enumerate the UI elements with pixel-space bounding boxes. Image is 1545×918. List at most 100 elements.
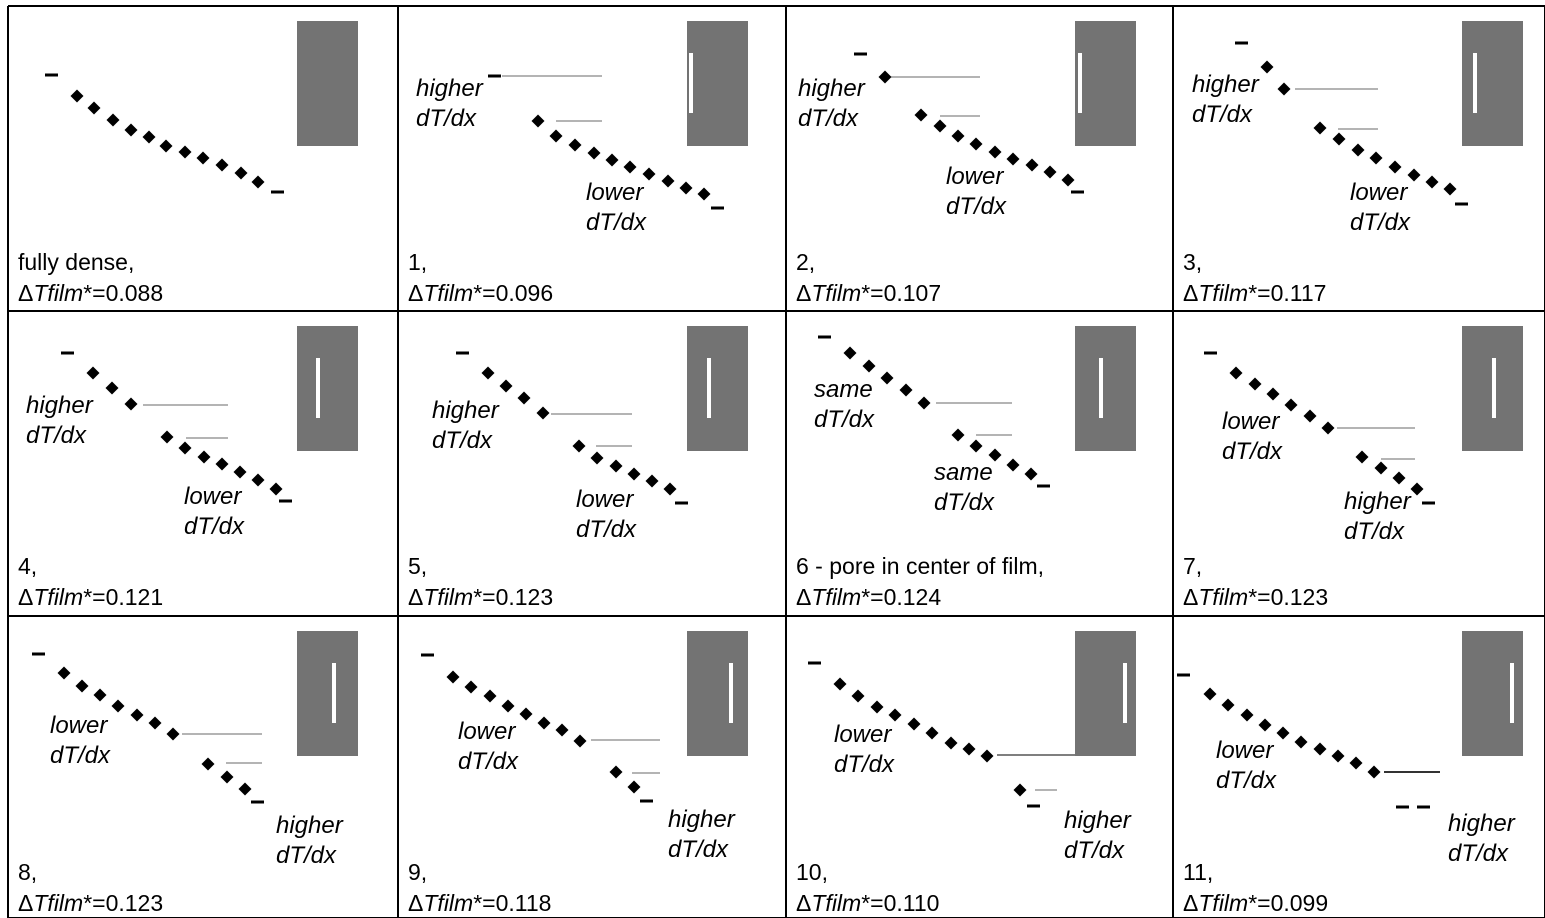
- temperature-point: [1313, 742, 1327, 756]
- annotation-upper: lower dT/dx: [458, 718, 519, 775]
- temperature-point: [159, 139, 173, 153]
- film-block: [297, 326, 358, 451]
- temperature-marker-end: [1071, 190, 1084, 194]
- delta-symbol: Δ: [796, 890, 811, 916]
- grid-lines: [7, 5, 1545, 918]
- delta-t-value: =0.118: [482, 890, 551, 916]
- annotation-upper-line1: lower: [50, 712, 108, 739]
- annotation-upper: higher dT/dx: [432, 397, 500, 454]
- temperature-point: [697, 187, 711, 201]
- temperature-point: [1355, 450, 1369, 464]
- temperature-point: [870, 700, 884, 714]
- delta-t-film-value: ΔTfilm*=0.088: [18, 280, 163, 306]
- delta-symbol: Δ: [1183, 280, 1198, 306]
- temperature-marker-start: [854, 52, 867, 56]
- star-symbol: *: [473, 584, 482, 610]
- delta-symbol: Δ: [1183, 584, 1198, 610]
- temperature-point: [568, 138, 582, 152]
- delta-symbol: Δ: [408, 584, 423, 610]
- temperature-point: [925, 726, 939, 740]
- delta-t-film-value: ΔTfilm*=0.123: [18, 890, 163, 916]
- temperature-marker-end: [1422, 501, 1435, 505]
- panel-caption: 1,: [408, 249, 427, 275]
- temperature-point: [1258, 718, 1272, 732]
- temperature-point: [70, 89, 84, 103]
- temperature-marker-end: [640, 799, 653, 803]
- temperature-point: [1260, 60, 1274, 74]
- temperature-point: [1388, 160, 1402, 174]
- panel-0: fully dense, ΔTfilm*=0.088: [18, 21, 358, 306]
- annotation-upper-line2: dT/dx: [432, 427, 493, 454]
- temperature-point: [833, 677, 847, 691]
- temperature-point: [951, 129, 965, 143]
- temperature-marker-start: [1204, 351, 1217, 355]
- annotation-lower-line1: higher: [1448, 810, 1516, 837]
- pore-slot: [1492, 358, 1496, 418]
- temperature-marker-end: [271, 190, 284, 194]
- annotation-upper-line2: dT/dx: [416, 105, 477, 132]
- temperature-point: [661, 174, 675, 188]
- temperature-point: [1349, 756, 1363, 770]
- annotation-lower: lower dT/dx: [576, 486, 637, 543]
- temperature-point: [142, 130, 156, 144]
- temperature-point: [501, 699, 515, 713]
- annotation-lower-line2: dT/dx: [1350, 209, 1411, 236]
- temperature-point: [933, 119, 947, 133]
- annotation-lower: higher dT/dx: [1344, 488, 1412, 545]
- panel-10: lower dT/dx higher dT/dx 10, ΔTfilm*=0.110: [796, 631, 1136, 916]
- delta-t-film-value: ΔTfilm*=0.123: [408, 584, 553, 610]
- panel-caption: 4,: [18, 553, 37, 579]
- temperature-point: [86, 366, 100, 380]
- annotation-upper-line2: dT/dx: [26, 422, 87, 449]
- temperature-point: [234, 166, 248, 180]
- temperature-point: [917, 396, 931, 410]
- temperature-point: [105, 381, 119, 395]
- temperature-point: [1367, 765, 1381, 779]
- panel-caption: 11,: [1183, 859, 1213, 885]
- temperature-point: [1043, 165, 1057, 179]
- temperature-point: [605, 153, 619, 167]
- delta-t-value: =0.121: [92, 584, 163, 610]
- temperature-marker-start: [1177, 673, 1190, 677]
- temperature-point: [944, 736, 958, 750]
- tfilm-label: Tfilm: [811, 584, 861, 610]
- delta-symbol: Δ: [796, 280, 811, 306]
- temperature-point: [269, 482, 283, 496]
- pore-slot: [707, 358, 711, 418]
- annotation-lower: lower dT/dx: [184, 483, 245, 540]
- temperature-point: [75, 679, 89, 693]
- annotation-upper: lower dT/dx: [834, 721, 895, 778]
- temperature-point: [1284, 398, 1298, 412]
- temperature-point: [1410, 482, 1424, 496]
- film-block: [297, 21, 358, 146]
- annotation-upper-line2: dT/dx: [834, 751, 895, 778]
- annotation-lower-line1: lower: [586, 179, 644, 206]
- delta-symbol: Δ: [1183, 890, 1198, 916]
- star-symbol: *: [473, 890, 482, 916]
- film-block: [1075, 326, 1136, 451]
- temperature-point: [1313, 121, 1327, 135]
- temperature-point: [531, 114, 545, 128]
- annotation-lower: higher dT/dx: [276, 812, 344, 869]
- tfilm-label: Tfilm: [33, 890, 83, 916]
- temperature-marker-start: [32, 652, 45, 656]
- annotation-lower-line1: higher: [1064, 807, 1132, 834]
- temperature-point: [519, 707, 533, 721]
- temperature-point: [220, 770, 234, 784]
- temperature-point: [238, 782, 252, 796]
- temperature-point: [969, 439, 983, 453]
- annotation-lower-line2: dT/dx: [668, 836, 729, 863]
- panel-5: higher dT/dx lower dT/dx 5, ΔTfilm*=0.123: [408, 326, 748, 610]
- temperature-point: [1294, 735, 1308, 749]
- temperature-point: [1025, 158, 1039, 172]
- delta-t-value: =0.123: [92, 890, 163, 916]
- film-block: [687, 326, 748, 451]
- temperature-marker-end: [675, 501, 688, 505]
- tfilm-label: Tfilm: [811, 280, 861, 306]
- temperature-marker-start: [61, 351, 74, 355]
- temperature-point: [962, 742, 976, 756]
- delta-t-value: =0.124: [870, 584, 941, 610]
- temperature-point: [549, 129, 563, 143]
- temperature-point: [148, 716, 162, 730]
- annotation-lower-line1: lower: [1350, 179, 1408, 206]
